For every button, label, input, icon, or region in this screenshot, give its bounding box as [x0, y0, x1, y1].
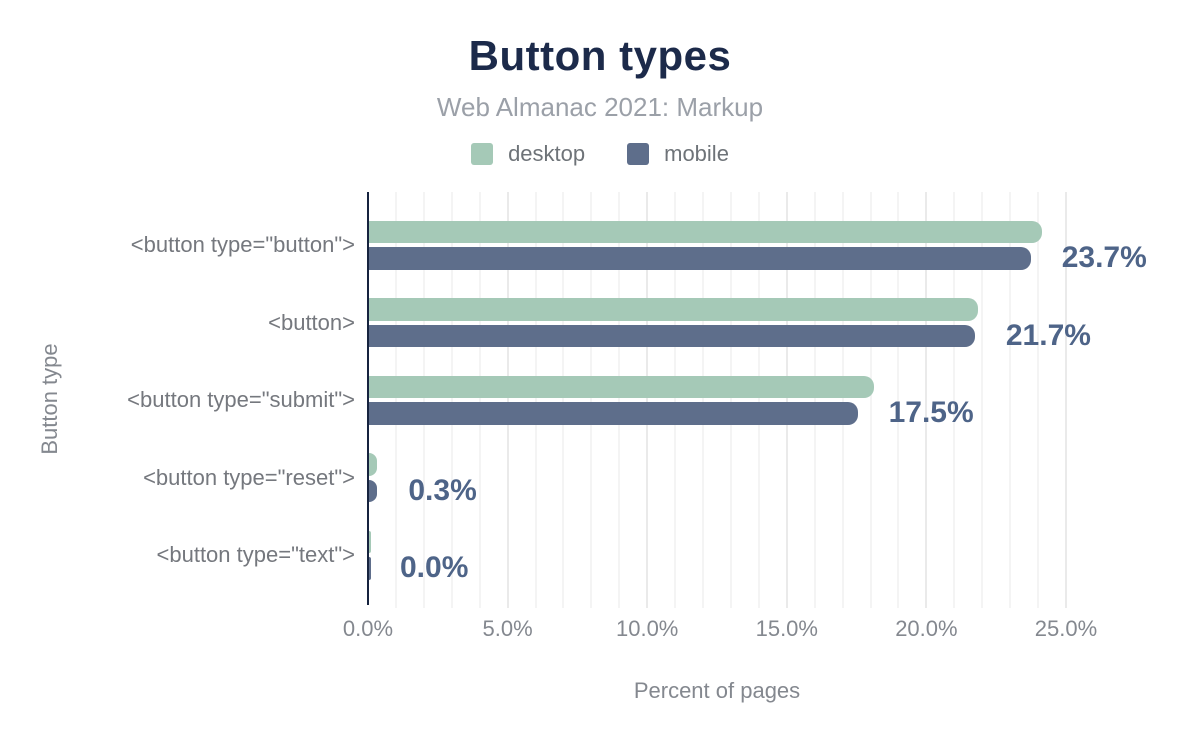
gridline-15pct: [785, 192, 788, 608]
gridline-4pct: [478, 192, 481, 608]
chart-legend: desktop mobile: [0, 141, 1200, 167]
category-label: <button type="text">: [156, 542, 355, 567]
gridline-22pct: [981, 192, 984, 608]
gridline-18pct: [869, 192, 872, 608]
bar-desktop-2[interactable]: [369, 375, 875, 398]
gridline-19pct: [897, 192, 900, 608]
bar-desktop-3[interactable]: [369, 453, 378, 476]
x-tick-label-5.0%: 5.0%: [482, 616, 533, 641]
gridline-24pct: [1037, 192, 1040, 608]
gridline-11pct: [674, 192, 677, 608]
bar-desktop-0[interactable]: [369, 220, 1042, 243]
value-label: 21.7%: [1005, 318, 1091, 352]
legend-item-desktop: desktop: [471, 141, 585, 167]
value-label: 0.3%: [408, 473, 477, 507]
chart-title: Button types: [468, 32, 732, 79]
gridline-1pct: [394, 192, 397, 608]
gridline-20pct: [925, 192, 928, 608]
gridline-9pct: [618, 192, 621, 608]
legend-item-mobile: mobile: [627, 141, 729, 167]
gridline-23pct: [1009, 192, 1012, 608]
gridline-21pct: [953, 192, 956, 608]
bar-mobile-3[interactable]: [369, 479, 378, 502]
x-tick-label-15.0%: 15.0%: [755, 616, 818, 641]
value-label: 17.5%: [888, 396, 974, 429]
bar-mobile-4[interactable]: [369, 557, 371, 580]
gridline-3pct: [450, 192, 453, 608]
gridline-25pct: [1065, 192, 1067, 608]
bar-mobile-2[interactable]: [369, 402, 858, 425]
mobile-swatch-icon: [627, 143, 650, 165]
x-tick-label-0.0%: 0.0%: [342, 616, 394, 641]
bar-mobile-1[interactable]: [369, 324, 975, 347]
desktop-swatch-icon: [471, 143, 494, 165]
gridline-12pct: [702, 192, 705, 608]
x-axis-title: Percent of pages: [633, 678, 801, 703]
gridline-8pct: [590, 192, 593, 608]
bar-desktop-1[interactable]: [369, 298, 978, 321]
x-tick-label-20.0%: 20.0%: [895, 616, 958, 641]
gridline-7pct: [562, 192, 565, 608]
gridline-2pct: [422, 192, 425, 608]
legend-label: mobile: [664, 141, 729, 166]
gridline-10pct: [646, 192, 649, 608]
category-label: <button type="submit">: [127, 387, 355, 412]
y-axis-title: Button type: [37, 343, 62, 455]
legend-label: desktop: [508, 141, 586, 166]
value-label: 23.7%: [1061, 241, 1147, 274]
gridline-17pct: [841, 192, 844, 608]
category-label: <button type="button">: [130, 232, 355, 257]
chart-subtitle: Web Almanac 2021: Markup: [436, 92, 764, 122]
category-label: <button>: [268, 309, 355, 335]
category-label: <button type="reset">: [143, 464, 355, 490]
x-tick-label-10.0%: 10.0%: [615, 616, 679, 641]
value-label: 0.0%: [400, 551, 469, 584]
gridline-16pct: [813, 192, 816, 608]
y-axis-line: [366, 192, 369, 605]
bar-desktop-4[interactable]: [369, 530, 371, 553]
bar-mobile-0[interactable]: [369, 247, 1031, 270]
gridline-5pct: [506, 192, 509, 608]
gridline-6pct: [534, 192, 537, 608]
gridline-13pct: [729, 192, 732, 608]
x-tick-label-25.0%: 25.0%: [1034, 616, 1098, 641]
gridline-14pct: [757, 192, 760, 608]
